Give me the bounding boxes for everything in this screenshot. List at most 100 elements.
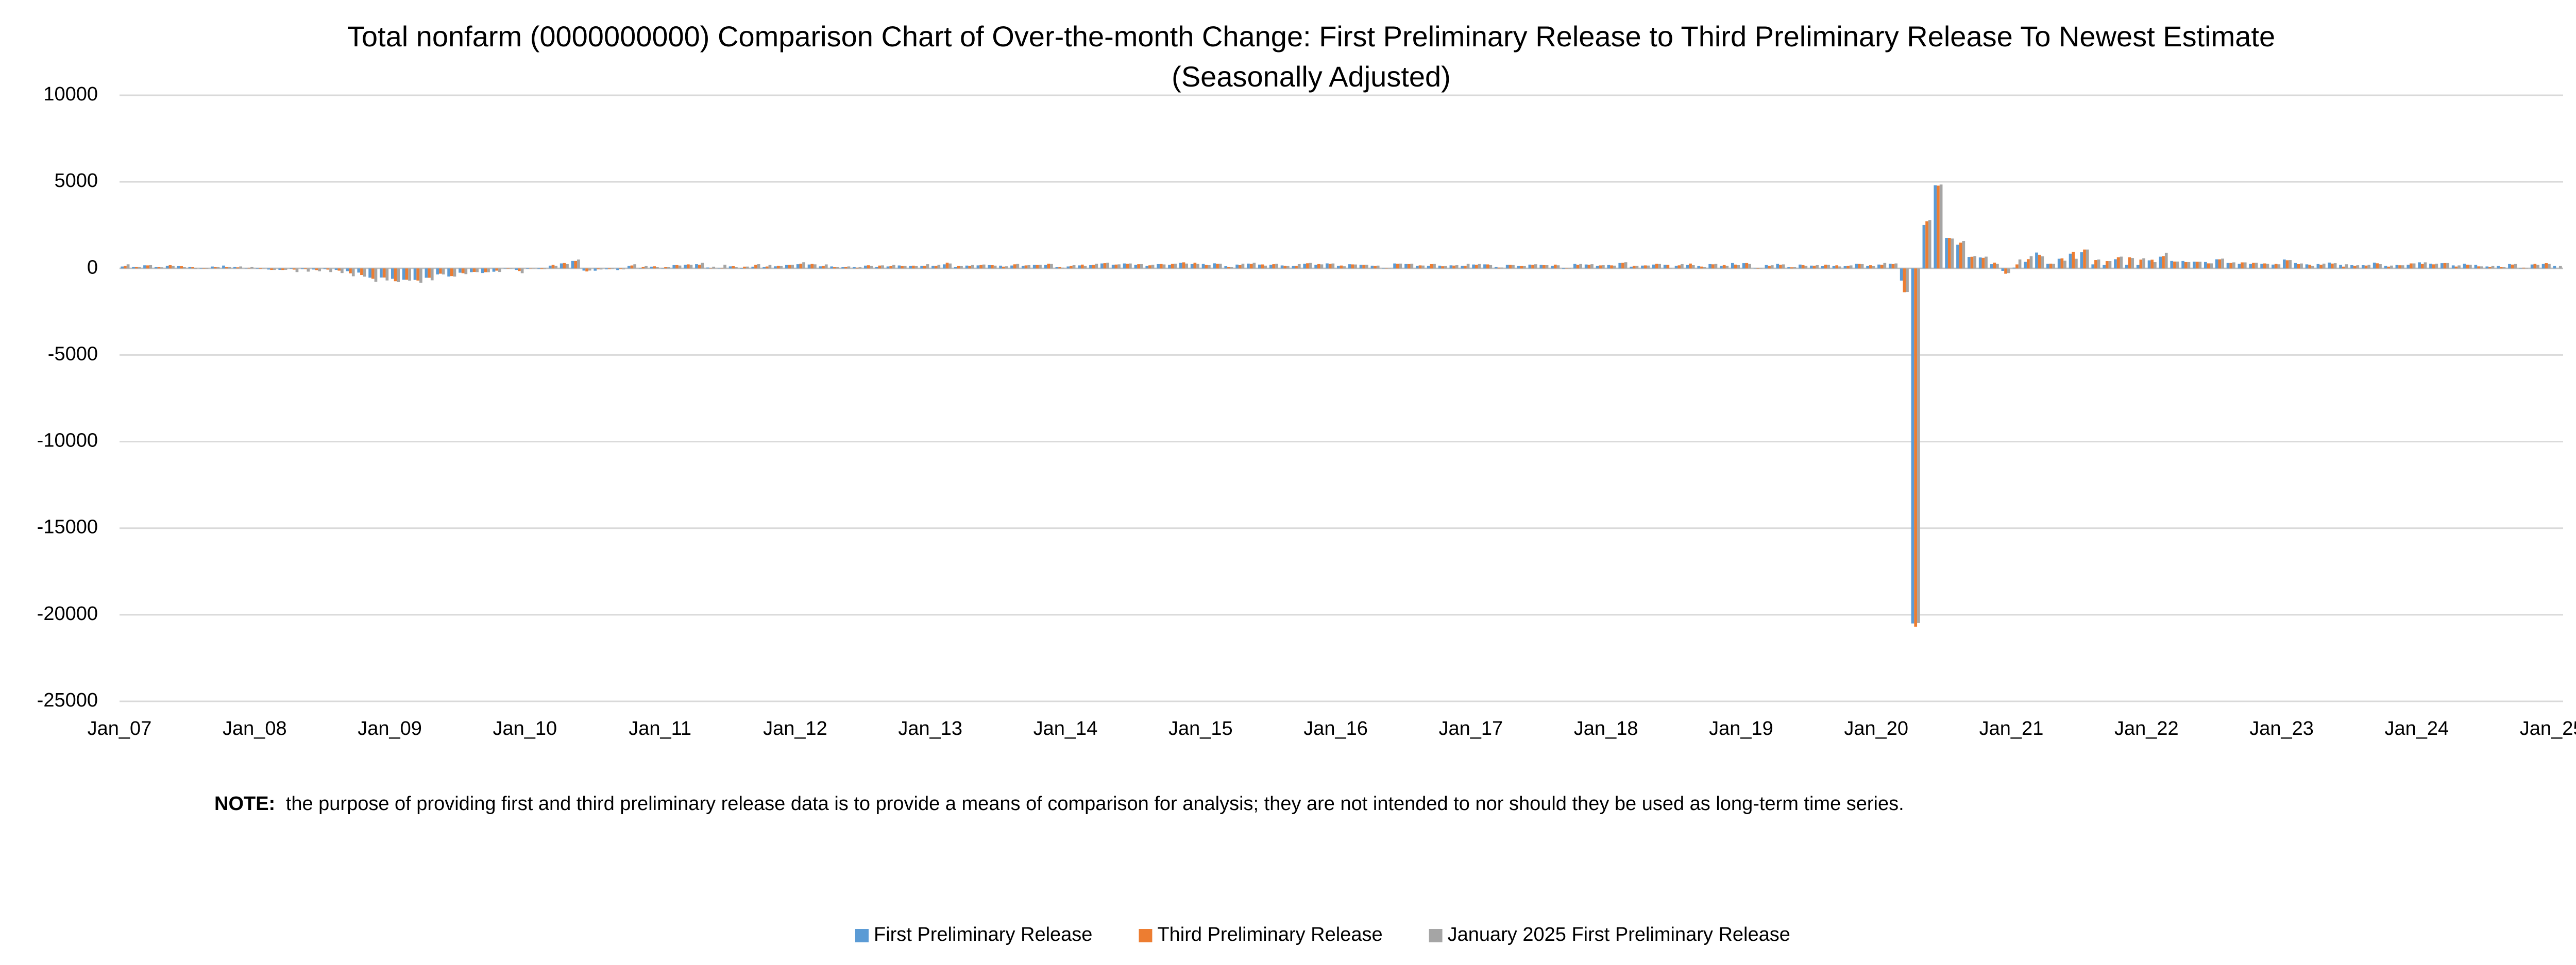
bar (2229, 263, 2233, 269)
bar (1922, 225, 1926, 269)
bar (768, 265, 772, 269)
bar (2198, 262, 2202, 269)
x-tick-label: Jan_12 (763, 718, 827, 739)
bar (656, 267, 659, 269)
bar (1032, 265, 1036, 269)
bar (368, 268, 371, 278)
bar (439, 268, 442, 274)
bar (1801, 265, 1805, 269)
bar (2333, 263, 2337, 269)
bar (2541, 264, 2545, 269)
bar (1652, 264, 1655, 269)
bar (357, 268, 361, 273)
bar (1708, 264, 1711, 269)
bar (2026, 259, 2030, 269)
bar (428, 268, 431, 278)
bar (1835, 265, 1839, 269)
bar (1849, 265, 1853, 269)
bar (495, 268, 499, 271)
bar (2159, 256, 2162, 269)
legend-swatch (1139, 929, 1153, 942)
bar (1466, 264, 1470, 269)
bar (712, 266, 716, 269)
bar (2451, 265, 2455, 269)
x-tick-label: Jan_13 (898, 718, 962, 739)
legend-swatch (1429, 929, 1443, 942)
bar (630, 265, 634, 269)
bar (1599, 265, 1602, 269)
bar (1050, 264, 1053, 269)
bar (650, 266, 653, 269)
bar (256, 268, 259, 269)
bar (2187, 262, 2191, 269)
y-tick-label: -15000 (37, 516, 98, 538)
bar (2116, 257, 2120, 269)
bar (126, 264, 130, 269)
bar (870, 266, 873, 269)
bar (1674, 266, 1678, 269)
bar (1157, 264, 1160, 269)
bar (233, 267, 236, 269)
bar (844, 267, 848, 269)
bar (1804, 266, 1808, 269)
bar (627, 266, 631, 269)
bar (1756, 268, 1760, 269)
bar (1433, 264, 1436, 269)
bar (380, 268, 383, 278)
bar (1171, 264, 1174, 269)
bar (476, 268, 479, 272)
bar (2041, 256, 2044, 269)
bar (1666, 265, 1670, 269)
bar (464, 268, 468, 274)
bar (2075, 259, 2078, 269)
bar (836, 267, 839, 269)
bar (1809, 265, 1813, 269)
bar (301, 268, 304, 269)
bar (2218, 259, 2222, 269)
bar (1227, 267, 1230, 269)
bar (1993, 262, 1996, 269)
bar (1937, 185, 1940, 269)
bar (1782, 264, 1785, 269)
bar (1343, 266, 1346, 269)
bar (537, 268, 540, 269)
bar (1790, 267, 1793, 269)
bar (382, 268, 386, 278)
bar (641, 267, 645, 269)
bar (2162, 256, 2165, 269)
bar (2558, 266, 2562, 269)
bar (934, 266, 938, 269)
bar (2361, 265, 2365, 269)
bar (121, 266, 124, 269)
bar (619, 268, 622, 269)
bar (222, 265, 225, 269)
bar (154, 267, 158, 269)
bar (1430, 264, 1433, 269)
bar (754, 265, 757, 269)
bar (1816, 265, 1819, 269)
x-tick-label: Jan_07 (88, 718, 152, 739)
bar (543, 268, 547, 269)
bar (1418, 265, 1422, 269)
bar (160, 267, 164, 269)
bar (1748, 264, 1751, 269)
bar (1415, 266, 1419, 269)
bar (1280, 265, 1284, 269)
bar (1613, 265, 1616, 269)
bar (1545, 265, 1549, 269)
bar (2339, 265, 2342, 269)
bar (2502, 267, 2506, 269)
bar (2221, 259, 2224, 269)
bar (416, 268, 420, 281)
bar (1072, 265, 1076, 269)
bar (2012, 267, 2016, 269)
bar (653, 266, 656, 269)
bar (802, 262, 805, 269)
bar (2266, 264, 2269, 269)
bar (509, 268, 513, 269)
bar (132, 267, 135, 269)
bar (1765, 265, 1768, 269)
bar (1602, 265, 1605, 269)
bar (2238, 264, 2241, 269)
bar (518, 268, 521, 271)
